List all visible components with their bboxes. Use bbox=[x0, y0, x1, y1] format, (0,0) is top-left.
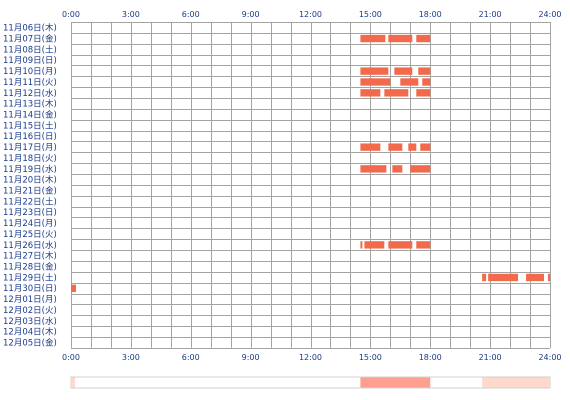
row-label: 11月08日(土) bbox=[3, 44, 57, 55]
row-label: 11月14日(金) bbox=[3, 109, 57, 120]
row-label: 12月03日(水) bbox=[3, 316, 57, 327]
row-label: 11月18日(火) bbox=[3, 154, 57, 164]
x-tick-label-top: 15:00 bbox=[359, 10, 382, 19]
row-label: 11月06日(木) bbox=[3, 23, 57, 34]
activity-bar bbox=[360, 143, 381, 151]
row-label: 11月09日(日) bbox=[3, 56, 57, 66]
activity-bar bbox=[388, 34, 413, 43]
bottom-x-axis: 0:00 3:00 6:00 9:00 12:00 15:00 18:00 21:00 24:0… bbox=[62, 353, 562, 362]
x-tick-label-bottom: 3:00 bbox=[122, 353, 140, 362]
row-label: 11月13日(木) bbox=[3, 99, 57, 110]
summary-strip-frame bbox=[70, 376, 551, 389]
row-label: 11月10日(月) bbox=[3, 67, 57, 77]
row-label: 12月02日(火) bbox=[3, 306, 57, 316]
row-label: 11月30日(日) bbox=[3, 284, 57, 294]
activity-bar bbox=[388, 241, 413, 249]
activity-bar bbox=[360, 34, 386, 43]
row-label: 11月19日(水) bbox=[3, 164, 57, 175]
x-tick-label-bottom: 0:00 bbox=[62, 353, 80, 362]
x-tick-label-top: 3:00 bbox=[122, 10, 140, 19]
row-label: 11月26日(水) bbox=[3, 240, 57, 251]
activity-bar bbox=[526, 273, 545, 282]
activity-bar bbox=[408, 143, 417, 151]
x-tick-label-bottom: 24:00 bbox=[538, 353, 561, 362]
row-labels: 11月06日(木)11月07日(金)11月08日(土)11月09日(日)11月1… bbox=[3, 23, 57, 349]
x-tick-label-top: 6:00 bbox=[182, 10, 200, 19]
activity-bar bbox=[360, 241, 363, 249]
activity-bar bbox=[364, 241, 385, 249]
row-label: 11月25日(火) bbox=[3, 230, 57, 240]
activity-bar bbox=[394, 67, 413, 75]
activity-bar bbox=[422, 78, 431, 86]
activity-bar bbox=[360, 89, 381, 97]
x-tick-label-top: 24:00 bbox=[538, 10, 561, 19]
x-tick-label-bottom: 21:00 bbox=[479, 353, 502, 362]
row-label: 11月15日(土) bbox=[3, 120, 57, 131]
summary-strip bbox=[70, 376, 551, 389]
activity-marks bbox=[71, 34, 550, 292]
top-x-axis: 0:00 3:00 6:00 9:00 12:00 15:00 18:00 21:00 24:0… bbox=[62, 10, 562, 19]
activity-bar bbox=[360, 165, 387, 173]
activity-bar bbox=[420, 143, 431, 151]
activity-bar bbox=[388, 143, 403, 151]
row-label: 12月04日(木) bbox=[3, 327, 57, 338]
row-label: 11月12日(水) bbox=[3, 88, 57, 99]
row-label: 11月29日(土) bbox=[3, 272, 57, 283]
activity-bar bbox=[360, 78, 391, 86]
x-tick-label-bottom: 9:00 bbox=[242, 353, 260, 362]
activity-bar bbox=[416, 89, 431, 97]
row-label: 11月20日(木) bbox=[3, 175, 57, 186]
row-label: 11月22日(土) bbox=[3, 196, 57, 207]
row-label: 12月05日(金) bbox=[3, 338, 57, 349]
row-label: 11月21日(金) bbox=[3, 186, 57, 197]
x-tick-label-bottom: 15:00 bbox=[359, 353, 382, 362]
activity-bar bbox=[548, 273, 550, 282]
activity-bar bbox=[488, 273, 519, 282]
activity-bar bbox=[400, 78, 419, 86]
activity-bar bbox=[360, 67, 389, 75]
summary-band bbox=[482, 377, 550, 388]
activity-bar bbox=[416, 34, 431, 43]
x-tick-label-top: 0:00 bbox=[62, 10, 80, 19]
activity-bar bbox=[482, 273, 487, 282]
activity-bar bbox=[392, 165, 403, 173]
activity-bar bbox=[418, 67, 431, 75]
activity-bar bbox=[71, 284, 76, 292]
row-label: 11月27日(木) bbox=[3, 251, 57, 262]
x-tick-label-top: 12:00 bbox=[299, 10, 322, 19]
x-tick-label-top: 18:00 bbox=[419, 10, 442, 19]
row-label: 12月01日(月) bbox=[3, 295, 57, 305]
activity-bar bbox=[384, 89, 409, 97]
row-label: 11月11日(火) bbox=[3, 78, 57, 88]
row-label: 11月16日(日) bbox=[3, 132, 57, 142]
row-label: 11月07日(金) bbox=[3, 33, 57, 44]
x-tick-label-bottom: 18:00 bbox=[419, 353, 442, 362]
x-tick-label-bottom: 6:00 bbox=[182, 353, 200, 362]
summary-band bbox=[71, 377, 75, 388]
x-tick-label-top: 21:00 bbox=[479, 10, 502, 19]
x-tick-label-bottom: 12:00 bbox=[299, 353, 322, 362]
row-label: 11月28日(金) bbox=[3, 262, 57, 273]
summary-band bbox=[360, 377, 431, 388]
row-label: 11月17日(月) bbox=[3, 143, 57, 153]
row-label: 11月24日(月) bbox=[3, 219, 57, 229]
activity-bar bbox=[416, 241, 431, 249]
x-tick-label-top: 9:00 bbox=[242, 10, 260, 19]
row-label: 11月23日(日) bbox=[3, 208, 57, 218]
grid bbox=[71, 22, 551, 349]
activity-bar bbox=[410, 165, 431, 173]
